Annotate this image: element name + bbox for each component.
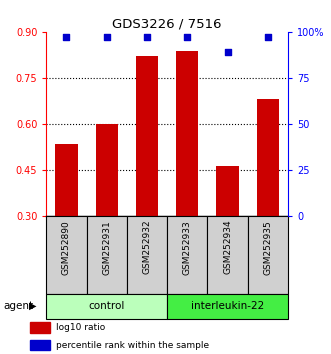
Bar — [87, 216, 127, 294]
Title: GDS3226 / 7516: GDS3226 / 7516 — [113, 18, 222, 31]
Text: GSM252935: GSM252935 — [263, 220, 272, 275]
Text: ▶: ▶ — [29, 301, 37, 311]
Bar — [257, 99, 279, 216]
Point — [265, 35, 270, 40]
Bar — [248, 216, 288, 294]
Point — [225, 49, 230, 55]
Text: control: control — [89, 301, 125, 311]
Point — [104, 35, 109, 40]
Bar — [167, 294, 288, 319]
Point — [144, 35, 150, 40]
Bar — [136, 56, 158, 216]
Bar — [96, 124, 118, 216]
Text: GSM252931: GSM252931 — [102, 220, 111, 275]
Bar — [208, 216, 248, 294]
Text: agent: agent — [3, 301, 33, 311]
Bar — [30, 322, 50, 333]
Bar — [30, 340, 50, 350]
Text: GSM252932: GSM252932 — [143, 220, 152, 274]
Bar — [46, 294, 167, 319]
Text: GSM252933: GSM252933 — [183, 220, 192, 275]
Point — [64, 35, 69, 40]
Text: GSM252934: GSM252934 — [223, 220, 232, 274]
Bar — [176, 51, 198, 216]
Bar — [55, 144, 77, 216]
Text: GSM252890: GSM252890 — [62, 220, 71, 275]
Text: interleukin-22: interleukin-22 — [191, 301, 264, 311]
Bar — [216, 166, 239, 216]
Point — [185, 35, 190, 40]
Bar — [46, 216, 87, 294]
Bar — [127, 216, 167, 294]
Text: log10 ratio: log10 ratio — [56, 323, 106, 332]
Bar — [167, 216, 208, 294]
Text: percentile rank within the sample: percentile rank within the sample — [56, 341, 210, 350]
